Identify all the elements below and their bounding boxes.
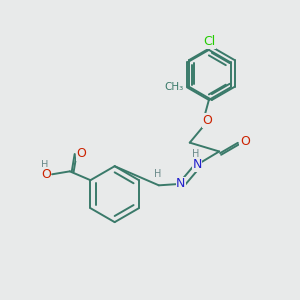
Text: H: H: [154, 169, 161, 179]
Text: H: H: [192, 149, 199, 159]
Text: H: H: [41, 160, 49, 170]
Text: CH₃: CH₃: [164, 82, 184, 92]
Text: O: O: [240, 135, 250, 148]
Text: N: N: [176, 177, 186, 190]
Text: O: O: [202, 114, 212, 127]
Text: O: O: [41, 168, 51, 181]
Text: N: N: [192, 158, 202, 171]
Text: Cl: Cl: [203, 35, 215, 48]
Text: O: O: [76, 147, 86, 160]
